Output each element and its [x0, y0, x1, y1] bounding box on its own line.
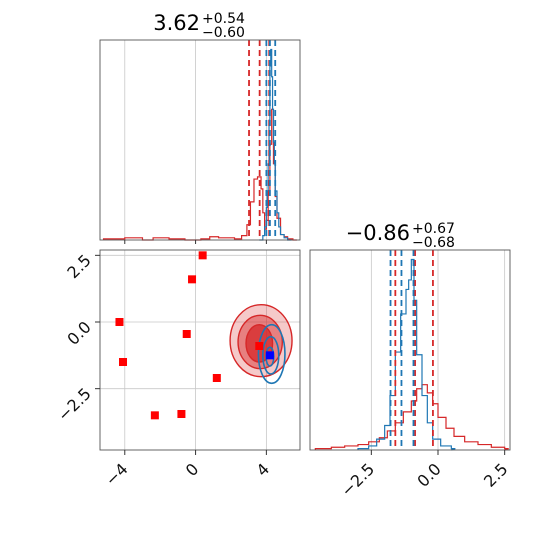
red-marker: [212, 374, 221, 382]
red-marker: [119, 358, 128, 366]
param2-title-plus: +0.67: [412, 221, 455, 237]
panel-param1-hist: 3.62 +0.54−0.60: [99, 11, 301, 244]
red-marker: [177, 410, 186, 418]
panel-joint-2d: −4 0 4 −2.5 0.0 2.5: [54, 249, 301, 490]
blue-marker: [265, 351, 274, 360]
red-marker: [255, 342, 264, 350]
param1-title-minus: −0.60: [202, 25, 245, 41]
param1-red-histogram: [102, 108, 297, 241]
red-marker: [198, 251, 207, 260]
blue-contour: [262, 335, 280, 375]
param1-frame: [99, 39, 301, 241]
param2-frame: [309, 249, 511, 451]
param2-title-value: −0.86: [346, 221, 410, 245]
param1-blue-histogram: [259, 48, 292, 241]
red-marker: [115, 318, 124, 326]
param1-x-tick-label: 4: [253, 459, 274, 480]
red-marker: [188, 275, 197, 284]
param1-title-value: 3.62: [153, 11, 200, 35]
param2-y-tick-label: 0.0: [63, 317, 94, 348]
param2-x-tick-label: −2.5: [337, 459, 378, 500]
param1-title-plus: +0.54: [202, 11, 245, 27]
param2-blue-histogram: [357, 258, 456, 451]
param2-red-histogram: [314, 384, 509, 451]
param2-x-tick-label: 2.5: [480, 459, 511, 490]
blue-contour: [257, 323, 286, 385]
param2-y-tick-label: −2.5: [54, 384, 95, 425]
panel-param2-hist: −0.86 +0.67−0.68 −2.5 0.0 2.5: [309, 221, 511, 500]
param1-x-tick-label: −4: [101, 459, 131, 489]
param2-title-minus: −0.68: [412, 235, 455, 251]
param2-y-tick-label: 2.5: [63, 251, 94, 282]
red-marker: [182, 330, 191, 338]
joint-frame: [99, 249, 301, 451]
param2-x-tick-label: 0.0: [413, 459, 444, 490]
red-marker: [150, 411, 159, 420]
param1-x-tick-label: 0: [182, 459, 203, 480]
